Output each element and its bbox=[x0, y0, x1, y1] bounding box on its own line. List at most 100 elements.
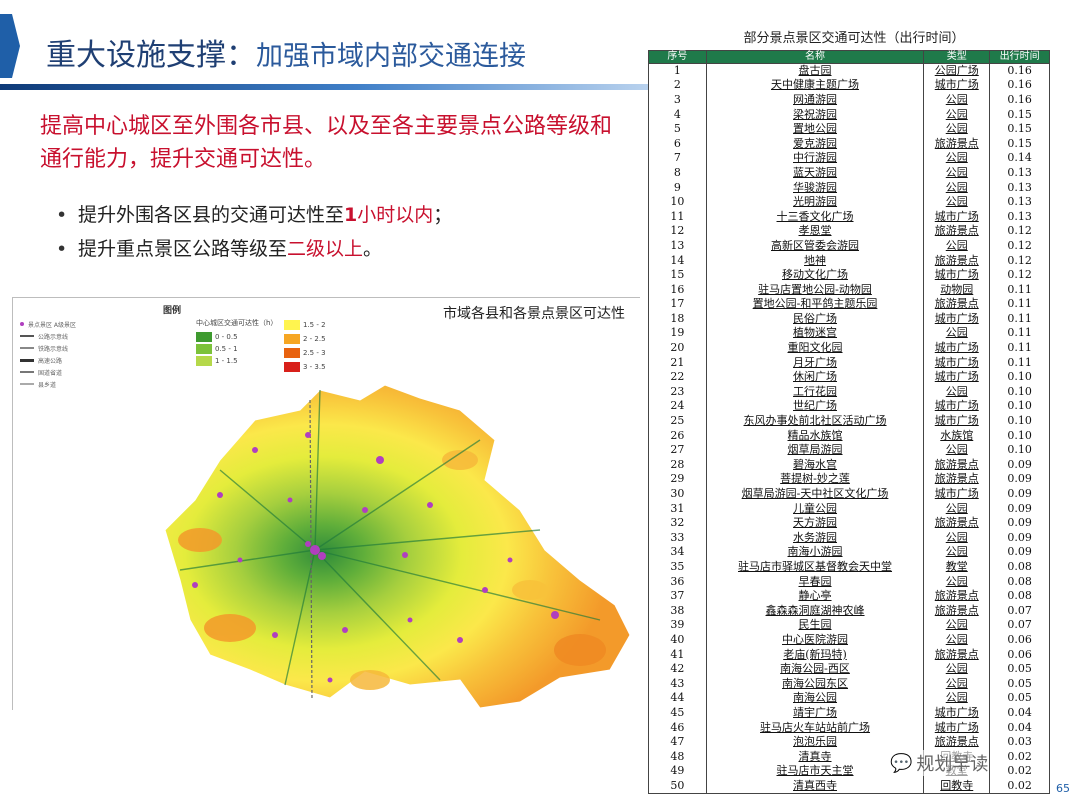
cell-type: 公园 bbox=[923, 632, 991, 648]
legend-line-item: 公路示意线 bbox=[20, 330, 150, 342]
cell-index: 12 bbox=[648, 224, 707, 239]
cell-name: 重阳文化园 bbox=[705, 340, 925, 356]
cell-type: 旅游景点 bbox=[923, 253, 991, 268]
cell-type: 旅游景点 bbox=[923, 136, 991, 152]
legend-color-scale-right: 1.5 - 2 2 - 2.5 2.5 - 3 3 - 3.5 bbox=[284, 318, 326, 374]
legend-line-item: 景点景区 A级景区 bbox=[20, 318, 150, 330]
legend-title: 图例 bbox=[163, 306, 182, 316]
cell-index: 9 bbox=[648, 180, 707, 195]
table-row: 29 菩提树-妙之莲 旅游景点 0.09 bbox=[648, 472, 1050, 487]
table-row: 26 精品水族馆 水族馆 0.10 bbox=[648, 428, 1050, 443]
cell-time: 0.13 bbox=[989, 209, 1050, 225]
cell-index: 10 bbox=[648, 194, 707, 210]
wechat-watermark: 💬 规划早读 bbox=[890, 750, 989, 776]
table-header-row: 序号 名称 类型 出行时间 bbox=[648, 50, 1050, 64]
cell-index: 38 bbox=[648, 603, 707, 619]
cell-name: 精品水族馆 bbox=[705, 428, 925, 443]
cell-type: 公园 bbox=[923, 326, 991, 341]
table-row: 9 华骏游园 公园 0.13 bbox=[648, 180, 1050, 195]
cell-name: 置地公园-和平鸽主题乐园 bbox=[705, 297, 925, 312]
accessibility-table: 部分景点景区交通可达性（出行时间） 序号 名称 类型 出行时间 1 盘古园 公园广场… bbox=[648, 28, 1060, 794]
cell-time: 0.04 bbox=[989, 705, 1050, 721]
cell-type: 公园 bbox=[923, 180, 991, 195]
table-row: 3 网通游园 公园 0.16 bbox=[648, 92, 1050, 108]
cell-type: 公园 bbox=[923, 194, 991, 210]
cell-time: 0.09 bbox=[989, 501, 1050, 516]
cell-index: 1 bbox=[648, 63, 707, 79]
cell-name: 驻马店市天主堂 bbox=[705, 764, 925, 779]
lead-text: 提高中心城区至外围各市县、以及至各主要景点公路等级和通行能力，提升交通可达性。 bbox=[40, 114, 613, 172]
cell-type: 公园 bbox=[923, 574, 991, 589]
cell-index: 48 bbox=[648, 749, 707, 764]
cell-type: 旅游景点 bbox=[923, 472, 991, 487]
cell-time: 0.02 bbox=[989, 764, 1050, 779]
cell-type: 旅游景点 bbox=[923, 603, 991, 619]
table-row: 17 置地公园-和平鸽主题乐园 旅游景点 0.11 bbox=[648, 297, 1050, 312]
cell-index: 14 bbox=[648, 253, 707, 268]
slide-title: 重大设施支撑：加强市域内部交通连接 bbox=[46, 30, 526, 74]
cell-time: 0.07 bbox=[989, 618, 1050, 633]
cell-name: 南海公园 bbox=[705, 691, 925, 706]
table-row: 24 世纪广场 城市广场 0.10 bbox=[648, 399, 1050, 414]
cell-time: 0.10 bbox=[989, 413, 1050, 429]
page-number: 65 bbox=[1056, 782, 1070, 795]
col-header-name: 名称 bbox=[705, 50, 925, 64]
cell-name: 天方游园 bbox=[705, 515, 925, 531]
cell-name: 工行花园 bbox=[705, 384, 925, 400]
legend-swatch: 0 - 0.5 bbox=[196, 331, 277, 343]
cell-time: 0.11 bbox=[989, 311, 1050, 327]
table-row: 47 泡泡乐园 旅游景点 0.03 bbox=[648, 734, 1050, 750]
cell-name: 孝恩堂 bbox=[705, 224, 925, 239]
legend-swatch: 3 - 3.5 bbox=[284, 360, 326, 374]
table-row: 22 休闲广场 城市广场 0.10 bbox=[648, 369, 1050, 385]
table-row: 46 驻马店火车站站前广场 城市广场 0.04 bbox=[648, 720, 1050, 735]
cell-type: 公园 bbox=[923, 530, 991, 546]
table-row: 35 驻马店市驿城区基督教会天中堂 教堂 0.08 bbox=[648, 559, 1050, 575]
cell-index: 23 bbox=[648, 384, 707, 400]
cell-time: 0.16 bbox=[989, 78, 1050, 93]
cell-index: 40 bbox=[648, 632, 707, 648]
table-title: 部分景点景区交通可达性（出行时间） bbox=[743, 31, 965, 46]
cell-type: 公园 bbox=[923, 384, 991, 400]
table-row: 11 十三香文化广场 城市广场 0.13 bbox=[648, 209, 1050, 225]
cell-time: 0.06 bbox=[989, 647, 1050, 662]
accessibility-map bbox=[164, 384, 631, 709]
cell-name: 早春园 bbox=[705, 574, 925, 589]
cell-index: 13 bbox=[648, 238, 707, 254]
cell-name: 清真寺 bbox=[705, 749, 925, 764]
table-row: 43 南海公园东区 公园 0.05 bbox=[648, 676, 1050, 692]
cell-index: 22 bbox=[648, 369, 707, 385]
cell-type: 城市广场 bbox=[923, 705, 991, 721]
cell-index: 29 bbox=[648, 472, 707, 487]
cell-type: 城市广场 bbox=[923, 355, 991, 370]
cell-name: 东风办事处前北社区活动广场 bbox=[705, 413, 925, 429]
cell-type: 公园 bbox=[923, 545, 991, 560]
cell-type: 公园 bbox=[923, 661, 991, 677]
cell-index: 3 bbox=[648, 92, 707, 108]
bullet-item: 提升外围各区县的交通可达性至1小时以内； bbox=[56, 198, 638, 232]
cell-name: 靖宇广场 bbox=[705, 705, 925, 721]
table-row: 37 静心亭 旅游景点 0.08 bbox=[648, 588, 1050, 604]
cell-name: 民生园 bbox=[705, 618, 925, 633]
cell-name: 梁祝游园 bbox=[705, 107, 925, 122]
cell-type: 教堂 bbox=[923, 559, 991, 575]
cell-name: 华骏游园 bbox=[705, 180, 925, 195]
cell-time: 0.10 bbox=[989, 442, 1050, 458]
table-row: 49驻马店市天主堂教堂0.02 bbox=[648, 764, 1050, 779]
cell-time: 0.05 bbox=[989, 661, 1050, 677]
cell-name: 地神 bbox=[705, 253, 925, 268]
col-header-index: 序号 bbox=[648, 50, 707, 64]
cell-type: 城市广场 bbox=[923, 267, 991, 283]
table-row: 30 烟草局游园-天中社区文化广场 城市广场 0.09 bbox=[648, 486, 1050, 502]
cell-index: 8 bbox=[648, 165, 707, 181]
cell-time: 0.16 bbox=[989, 63, 1050, 79]
table-row: 34 南海小游园 公园 0.09 bbox=[648, 545, 1050, 560]
table-row: 7 中行游园 公园 0.14 bbox=[648, 151, 1050, 166]
cell-index: 2 bbox=[648, 78, 707, 93]
cell-index: 18 bbox=[648, 311, 707, 327]
cell-type: 公园 bbox=[923, 121, 991, 137]
cell-time: 0.02 bbox=[989, 778, 1050, 794]
cell-type: 城市广场 bbox=[923, 720, 991, 735]
chat-bubble-icon: 💬 bbox=[890, 752, 913, 774]
cell-index: 50 bbox=[648, 778, 707, 794]
